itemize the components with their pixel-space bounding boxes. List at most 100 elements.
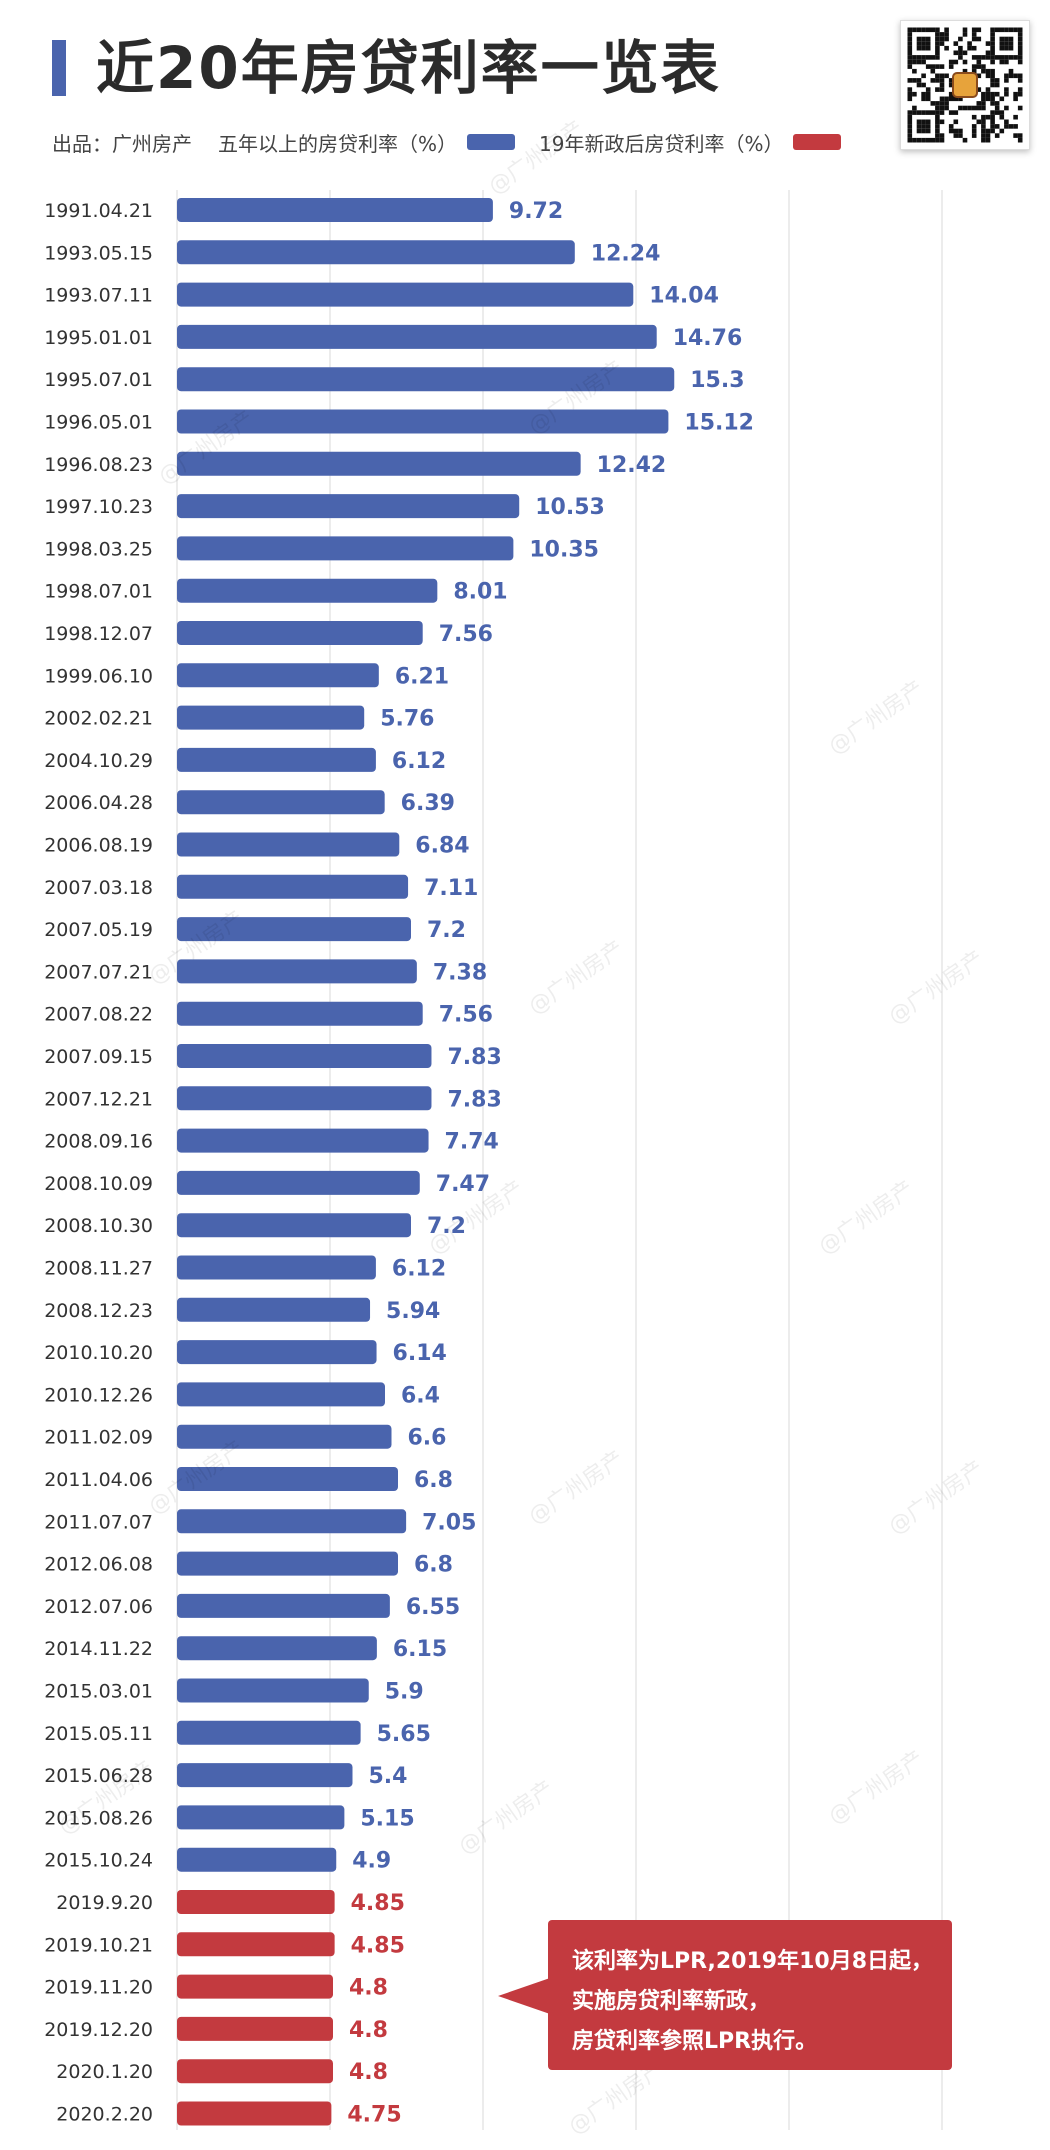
category-label: 2008.09.16	[44, 1131, 153, 1153]
qr-module	[925, 96, 931, 102]
qr-module	[990, 68, 995, 74]
qr-module	[1004, 55, 1009, 60]
qr-module	[916, 36, 922, 42]
qr-module	[1013, 73, 1018, 79]
bar-lpr-rate	[177, 2101, 332, 2126]
qr-module	[999, 45, 1005, 51]
qr-module	[962, 50, 968, 56]
bar-value-label: 7.2	[427, 918, 466, 943]
qr-module	[925, 91, 931, 97]
qr-module	[999, 55, 1005, 60]
qr-module	[1004, 91, 1009, 97]
qr-module	[939, 36, 945, 42]
qr-module	[971, 133, 977, 138]
bar-mortgage-rate	[177, 917, 411, 942]
qr-module	[916, 124, 922, 129]
qr-module	[907, 36, 913, 42]
bar-value-label: 9.72	[509, 199, 563, 224]
qr-module	[930, 78, 936, 83]
qr-module	[962, 27, 968, 33]
bar-value-label: 6.39	[401, 791, 455, 816]
bar-mortgage-rate	[177, 1213, 411, 1238]
category-label: 1998.07.01	[44, 581, 153, 603]
bar-value-label: 4.85	[351, 1933, 405, 1958]
qr-module	[939, 78, 945, 83]
qr-module	[985, 114, 991, 120]
qr-module	[935, 36, 940, 42]
qr-module	[907, 50, 913, 56]
qr-module	[921, 119, 926, 125]
qr-module	[994, 55, 1000, 60]
qr-module	[907, 133, 913, 138]
qr-module	[930, 101, 936, 106]
category-label: 2015.10.24	[44, 1850, 153, 1872]
qr-module	[939, 73, 945, 79]
qr-module	[990, 124, 995, 129]
qr-module	[990, 110, 995, 115]
qr-module	[935, 32, 940, 37]
category-label: 2020.2.20	[56, 2104, 153, 2126]
qr-module	[962, 68, 968, 74]
qr-module	[912, 68, 917, 74]
bar-value-label: 6.4	[401, 1383, 440, 1408]
qr-module	[939, 101, 945, 106]
bar-value-label: 5.4	[369, 1764, 408, 1789]
qr-module	[1013, 55, 1018, 60]
qr-module	[1013, 91, 1018, 97]
page-title: 近20年房贷利率一览表	[96, 34, 721, 102]
legend-swatch-red	[793, 134, 842, 150]
qr-module	[1017, 105, 1023, 111]
qr-module	[925, 87, 931, 92]
bar-mortgage-rate	[177, 1805, 345, 1830]
qr-module	[916, 137, 922, 143]
bar-mortgage-rate	[177, 1382, 385, 1407]
qr-module	[921, 96, 926, 102]
qr-module	[999, 59, 1005, 65]
qr-module	[971, 55, 977, 60]
qr-module	[990, 55, 995, 60]
qr-module	[976, 73, 982, 79]
bar-value-label: 6.15	[393, 1637, 447, 1662]
bar-mortgage-rate	[177, 1467, 398, 1491]
qr-module	[958, 105, 963, 111]
qr-module	[994, 78, 1000, 83]
qr-module	[935, 105, 940, 111]
bar-mortgage-rate	[177, 1847, 337, 1872]
qr-module	[985, 87, 991, 92]
bar-mortgage-rate	[177, 1551, 398, 1576]
qr-module	[935, 64, 940, 69]
qr-module	[967, 45, 972, 51]
category-label: 2004.10.29	[44, 750, 153, 772]
callout-line-1: 该利率为LPR,2019年10月8日起，	[572, 1949, 934, 1974]
qr-module	[1017, 59, 1023, 65]
qr-code-pattern	[907, 27, 1023, 143]
category-label: 2019.11.20	[44, 1977, 153, 1999]
bar-mortgage-rate	[177, 1593, 390, 1618]
bar-value-label: 6.12	[392, 1257, 446, 1282]
qr-module	[948, 124, 954, 129]
qr-module	[958, 133, 963, 138]
category-label: 2010.10.20	[44, 1342, 153, 1364]
callout-line-3: 房贷利率参照LPR执行。	[572, 2029, 818, 2054]
qr-module	[916, 128, 922, 134]
bar-value-label: 7.05	[422, 1510, 476, 1535]
bar-mortgage-rate	[177, 578, 438, 603]
qr-module	[1004, 73, 1009, 79]
qr-module	[981, 64, 986, 69]
qr-module	[999, 27, 1005, 33]
qr-module	[1008, 124, 1014, 129]
bar-mortgage-rate	[177, 1001, 423, 1026]
qr-module	[994, 133, 1000, 138]
qr-module	[925, 137, 931, 143]
qr-module	[912, 105, 917, 111]
qr-module	[1017, 41, 1023, 46]
qr-module	[921, 36, 926, 42]
qr-module	[994, 105, 1000, 111]
qr-module	[912, 27, 917, 33]
qr-module	[916, 55, 922, 60]
qr-module	[944, 96, 949, 102]
qr-module	[990, 73, 995, 79]
qr-module	[1013, 96, 1018, 102]
qr-module	[921, 55, 926, 60]
bar-mortgage-rate	[177, 451, 581, 476]
